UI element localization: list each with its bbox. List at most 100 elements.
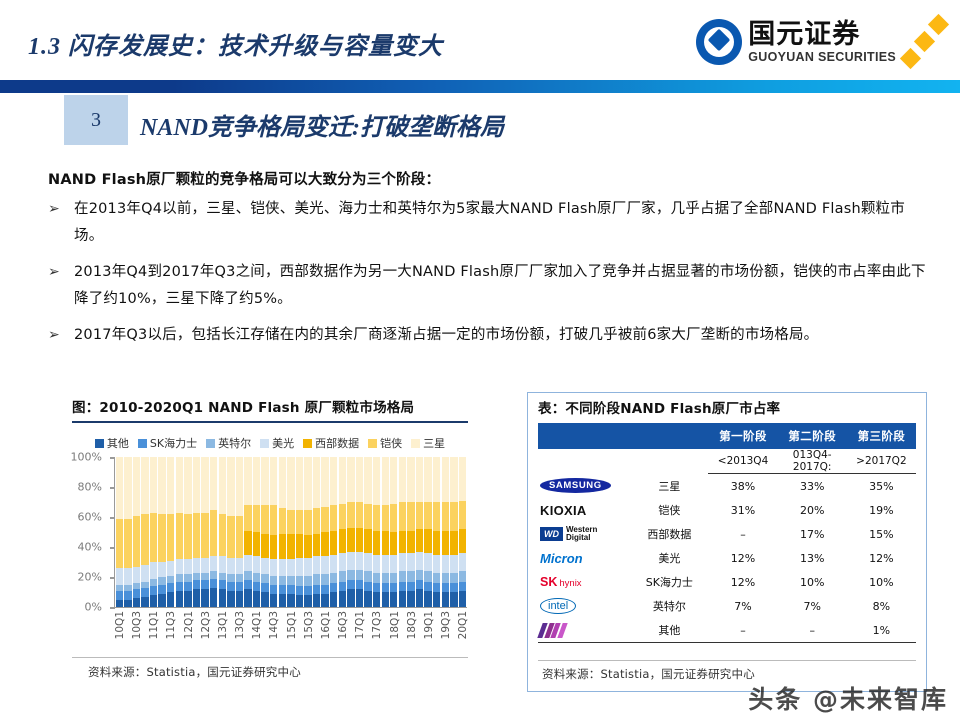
chart-bar-segment — [355, 580, 364, 589]
table-header-cell-phase1: 第一阶段 — [708, 423, 778, 449]
chart-bar-segment — [132, 598, 141, 607]
chart-bar-segment — [364, 581, 372, 591]
chart-bar-segment — [424, 553, 432, 571]
table-cell-logo: SK hynix — [538, 570, 630, 594]
chart-bar-segment — [355, 569, 364, 580]
logo-english-name: GUOYUAN SECURITIES — [748, 49, 896, 64]
table-cell-logo: Micron — [538, 546, 630, 570]
list-item: ➢ 2017年Q3以后，包括长江存储在内的其余厂商逐渐占据一定的市场份额，打破几… — [48, 322, 928, 349]
y-axis-tick-label: 40% — [77, 540, 102, 554]
chart-bar-segment — [407, 502, 415, 531]
chart-bar-segment — [227, 574, 235, 582]
chart-bar-segment — [450, 530, 458, 555]
chart-bar-segment — [390, 554, 398, 573]
chart-bar-segment — [287, 457, 295, 510]
x-axis-tick-label: 16Q1 — [319, 611, 332, 640]
western-digital-logo-icon: WD Western Digital — [540, 525, 597, 543]
chart-bar-segment — [390, 572, 398, 583]
chart-bar-segment — [330, 457, 338, 505]
chart-bar-segment — [184, 581, 192, 591]
chart-bar-segment — [287, 559, 295, 576]
chart-bar-segment — [450, 457, 458, 502]
chart-bar-segment — [432, 572, 441, 583]
chart-bar-segment — [458, 500, 467, 529]
chart-bar — [149, 457, 158, 607]
chart-bar-segment — [192, 557, 201, 573]
chart-bar-segment — [338, 590, 347, 607]
chart-bar-segment — [432, 530, 441, 555]
chart-bar-segment — [441, 572, 449, 583]
chart-bar — [364, 457, 372, 607]
chart-caption: 图：2010-2020Q1 NAND Flash 原厂颗粒市场格局 — [72, 400, 415, 416]
chart-bar-segment — [149, 562, 158, 579]
legend-label: 其他 — [106, 437, 129, 450]
chart-bar-segment — [304, 535, 312, 558]
chart-bar-segment — [227, 515, 235, 558]
chart-bar-segment — [141, 581, 149, 588]
chart-bar-segment — [278, 508, 286, 534]
table-cell-share-phase2: 13% — [799, 551, 825, 565]
chart-bar-segment — [175, 512, 184, 559]
chart-bar-segment — [372, 554, 381, 573]
chart-bar — [287, 457, 295, 607]
chart-bar-segment — [415, 551, 424, 570]
table-cell-share-phase1: 12% — [730, 575, 756, 589]
chart-bar-segment — [261, 583, 269, 592]
chart-bar — [398, 457, 407, 607]
chart-bar-segment — [158, 514, 166, 562]
chart-bar-segment — [167, 592, 175, 607]
chart-bar-segment — [330, 583, 338, 592]
chart-bar-segment — [227, 457, 235, 516]
chart-bar-segment — [184, 514, 192, 559]
chart-bar-segment — [424, 571, 432, 582]
chart-bar-segment — [295, 457, 304, 510]
chart-bar-segment — [244, 580, 252, 589]
chart-bar-segment — [304, 575, 312, 586]
chart-bar-segment — [124, 584, 132, 591]
chart-bar — [115, 457, 123, 607]
chart-bar-segment — [312, 584, 321, 594]
body-lead-text: NAND Flash原厂颗粒的竞争格局可以大致分为三个阶段： — [48, 172, 441, 188]
chart-bar-segment — [167, 457, 175, 514]
section-number-badge: 3 — [64, 95, 128, 145]
chart-y-axis: 100% 80% 60% 40% 20% 0% — [66, 451, 108, 614]
legend-swatch-icon — [368, 438, 378, 448]
x-axis-tick-label: 10Q1 — [114, 611, 126, 640]
chart-bar-segment — [167, 514, 175, 561]
chart-bar — [218, 457, 226, 607]
chart-bar-segment — [287, 533, 295, 559]
chart-bar-segment — [415, 589, 424, 607]
chart-bar-segment — [218, 457, 226, 514]
chart-bar-segment — [312, 508, 321, 534]
chart-bar-segment — [132, 515, 141, 567]
chart-bar-segment — [312, 457, 321, 508]
table-header-cell-phase2: 第二阶段 — [777, 423, 847, 449]
chart-bar-segment — [458, 553, 467, 571]
legend-swatch-icon — [260, 438, 270, 448]
chart-bar-segment — [115, 568, 123, 585]
chart-bar-segment — [201, 512, 209, 558]
chart-bar-segment — [209, 578, 218, 588]
chart-bar-segment — [458, 590, 467, 607]
chart-bar-segment — [184, 559, 192, 574]
chart-bar-segment — [330, 554, 338, 573]
table-cell-share-phase2: 10% — [799, 575, 825, 589]
chart-bar-segment — [167, 575, 175, 583]
chart-bar-segment — [347, 569, 355, 580]
chart-bar — [312, 457, 321, 607]
chart-bar-segment — [192, 589, 201, 607]
diamond-decoration-icon — [899, 13, 950, 70]
chart-bar-segment — [235, 457, 244, 516]
chart-bar — [381, 457, 389, 607]
chart-bar-segment — [175, 581, 184, 591]
chart-bar-segment — [244, 457, 252, 505]
table-cell-logo: WD Western Digital — [538, 522, 630, 546]
chart-bar-segment — [252, 532, 261, 556]
chart-bar-segment — [372, 572, 381, 583]
chart-bar-segment — [458, 581, 467, 591]
chart-bar-segment — [364, 553, 372, 571]
chart-bar-segment — [312, 574, 321, 585]
chart-bar-segment — [398, 571, 407, 582]
chart-bar-segment — [235, 557, 244, 574]
chart-bar-segment — [381, 572, 389, 583]
